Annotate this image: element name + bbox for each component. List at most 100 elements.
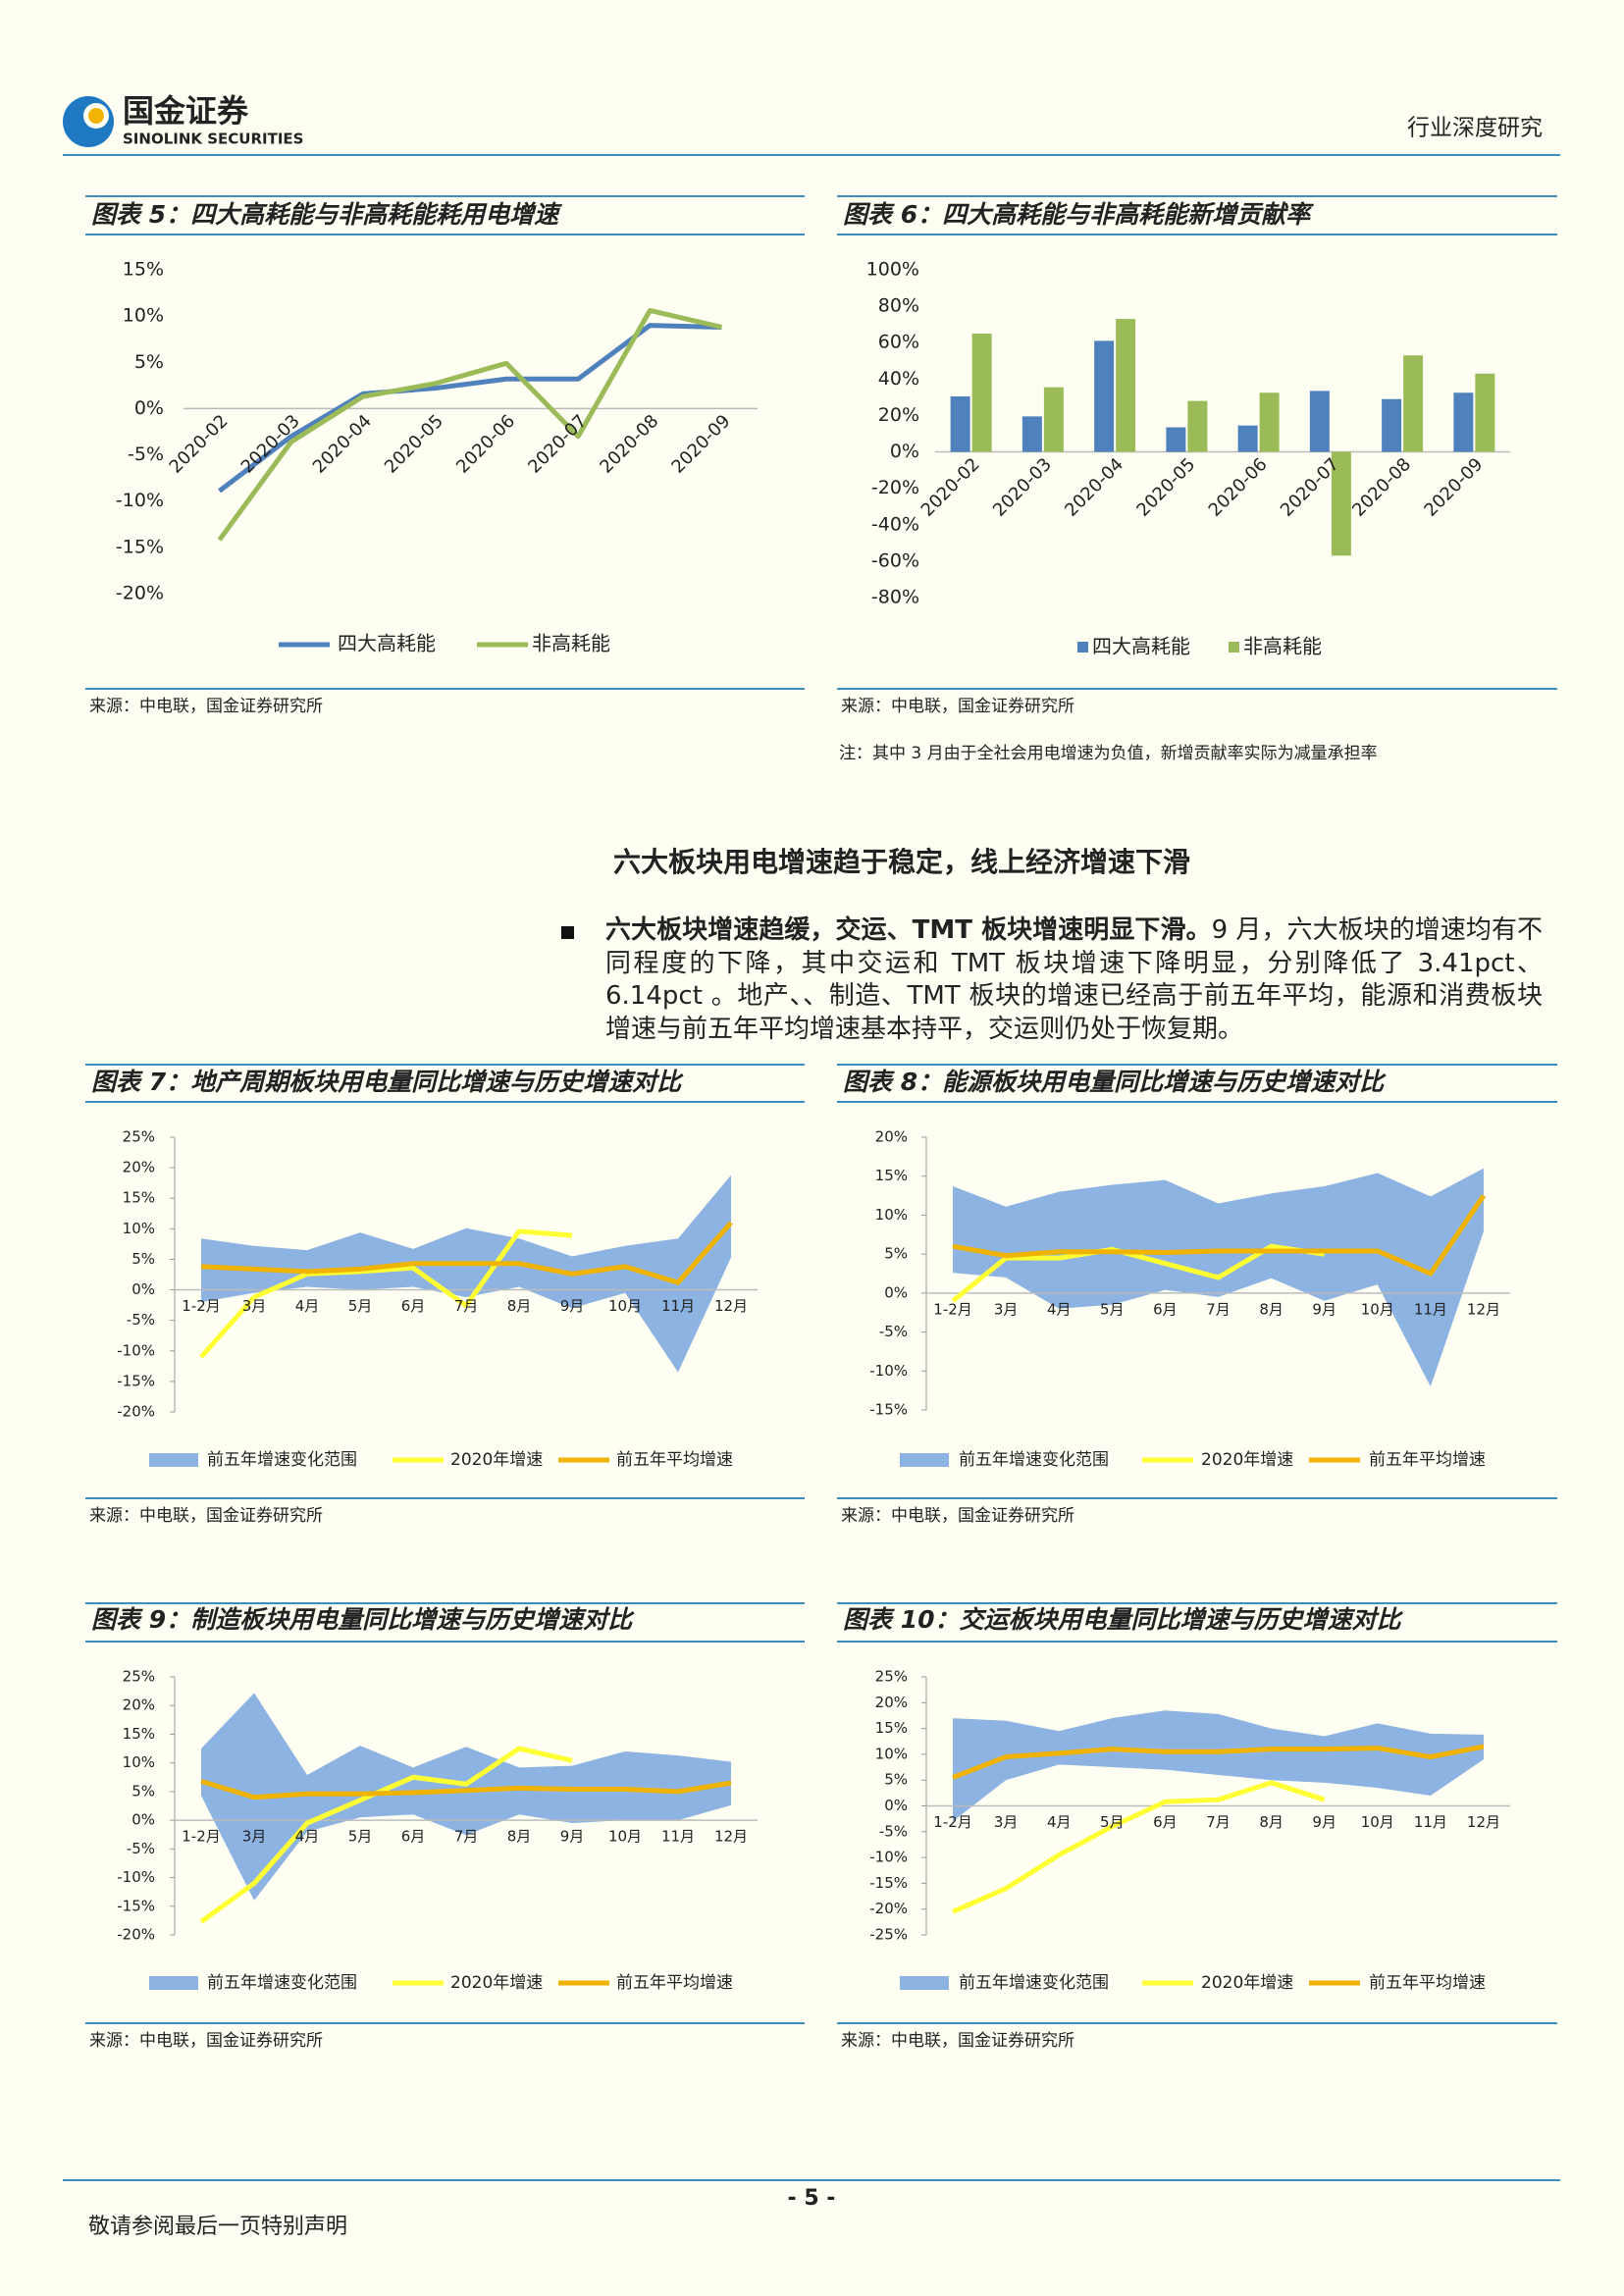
- x-tick-label: 9月: [1312, 1300, 1336, 1318]
- bar: [1475, 373, 1495, 452]
- bullet: [561, 926, 574, 939]
- y-tick-label: 0%: [890, 441, 919, 462]
- figure-title: 图表 9：制造板块用电量同比增速与历史增速对比: [91, 1605, 635, 1634]
- series-line: [200, 1221, 733, 1285]
- y-tick-label: 15%: [875, 1719, 908, 1737]
- y-tick-label: 5%: [131, 1250, 155, 1268]
- x-tick-label: 2020-07: [524, 411, 591, 478]
- x-tick-label: 1-2月: [182, 1828, 221, 1846]
- x-tick-label: 1-2月: [933, 1813, 972, 1831]
- y-tick-label: -10%: [869, 1362, 908, 1380]
- legend-label: 前五年增速变化范围: [207, 1973, 357, 1993]
- x-tick-label: 5月: [348, 1828, 373, 1846]
- y-tick-label: 80%: [878, 295, 919, 317]
- bullet-bold: 六大板块增速趋缓，交运、TMT 板块增速明显下滑。: [605, 915, 1212, 945]
- y-tick-label: 0%: [131, 1280, 155, 1298]
- y-tick-label: -15%: [869, 1401, 908, 1419]
- legend-swatch: [900, 1453, 949, 1467]
- series-line: [217, 307, 723, 542]
- x-tick-label: 6月: [401, 1828, 426, 1846]
- legend-label: 前五年增速变化范围: [207, 1450, 357, 1470]
- y-tick-label: 20%: [878, 404, 919, 426]
- y-tick-label: 15%: [123, 1725, 155, 1743]
- x-tick-label: 2020-02: [917, 454, 984, 521]
- y-tick-label: 40%: [878, 368, 919, 390]
- y-tick-label: -5%: [879, 1822, 908, 1840]
- y-tick-label: -10%: [116, 490, 164, 511]
- series-line: [199, 1746, 573, 1924]
- figure-title: 图表 7：地产周期板块用电量同比增速与历史增速对比: [91, 1068, 684, 1096]
- y-tick-label: 0%: [131, 1811, 155, 1829]
- bar: [1022, 416, 1042, 452]
- bar: [1187, 400, 1208, 452]
- legend-label: 2020年增速: [450, 1973, 543, 1993]
- x-tick-label: 4月: [295, 1828, 320, 1846]
- y-tick-label: -15%: [117, 1897, 155, 1914]
- legend-label: 2020年增速: [1201, 1450, 1293, 1470]
- x-tick-label: 3月: [994, 1300, 1019, 1318]
- x-tick-label: 2020-05: [381, 411, 447, 478]
- y-tick-label: -5%: [879, 1323, 908, 1340]
- x-tick-label: 3月: [994, 1813, 1019, 1831]
- x-tick-label: 6月: [401, 1297, 426, 1315]
- bar: [1331, 451, 1351, 556]
- series-line: [952, 1780, 1326, 1914]
- legend-label: 前五年增速变化范围: [959, 1450, 1109, 1470]
- y-tick-label: -20%: [871, 477, 919, 498]
- figure-source: 来源：中电联，国金证券研究所: [89, 697, 323, 716]
- y-tick-label: 5%: [884, 1245, 908, 1263]
- y-tick-label: -20%: [116, 583, 164, 604]
- y-tick-label: 25%: [875, 1668, 908, 1686]
- range-area: [953, 1710, 1484, 1822]
- series-line: [952, 1194, 1487, 1277]
- y-tick-label: 15%: [123, 1189, 155, 1207]
- legend-swatch: [1077, 642, 1088, 652]
- x-tick-label: 1-2月: [182, 1297, 221, 1315]
- legend-swatch: [1229, 642, 1239, 652]
- x-tick-label: 11月: [1414, 1813, 1447, 1831]
- x-tick-label: 7月: [454, 1828, 479, 1846]
- bar: [1309, 391, 1330, 452]
- figure-title: 图表 8：能源板块用电量同比增速与历史增速对比: [843, 1068, 1387, 1096]
- y-tick-label: 10%: [123, 1220, 155, 1237]
- figure-source: 来源：中电联，国金证券研究所: [841, 1506, 1074, 1526]
- disclaimer: 敬请参阅最后一页特别声明: [88, 2215, 347, 2239]
- x-tick-label: 6月: [1153, 1300, 1178, 1318]
- y-tick-label: 0%: [884, 1283, 908, 1301]
- x-tick-label: 12月: [714, 1297, 748, 1315]
- y-tick-label: -10%: [869, 1849, 908, 1866]
- legend-label: 前五年平均增速: [1369, 1973, 1486, 1993]
- logo-en: SINOLINK SECURITIES: [123, 130, 303, 148]
- x-tick-label: 7月: [454, 1297, 479, 1315]
- x-tick-label: 2020-06: [1205, 454, 1272, 521]
- y-tick-label: -60%: [871, 549, 919, 571]
- y-tick-label: 10%: [123, 305, 164, 327]
- x-tick-label: 4月: [295, 1297, 320, 1315]
- figure-title: 图表 10：交运板块用电量同比增速与历史增速对比: [843, 1605, 1403, 1634]
- series-line: [200, 1778, 732, 1800]
- y-tick-label: 20%: [123, 1696, 155, 1714]
- y-tick-label: 0%: [884, 1797, 908, 1814]
- figure-source: 来源：中电联，国金证券研究所: [89, 2031, 323, 2051]
- y-tick-label: -20%: [117, 1926, 155, 1944]
- legend-label: 前五年平均增速: [1369, 1450, 1486, 1470]
- y-tick-label: -5%: [127, 1311, 155, 1329]
- x-tick-label: 5月: [1100, 1813, 1125, 1831]
- logo-icon: [88, 108, 104, 124]
- y-tick-label: 20%: [875, 1128, 908, 1146]
- y-tick-label: 5%: [884, 1771, 908, 1789]
- x-tick-label: 5月: [348, 1297, 373, 1315]
- range-area: [201, 1693, 731, 1901]
- x-tick-label: 8月: [507, 1828, 532, 1846]
- bullet-paragraph: 六大板块增速趋缓，交运、TMT 板块增速明显下滑。9 月，六大板块的增速均有不同…: [605, 914, 1543, 1046]
- series-line: [199, 1228, 573, 1359]
- figure-title: 图表 6：四大高耗能与非高耗能新增贡献率: [843, 200, 1314, 229]
- y-tick-label: 25%: [123, 1128, 155, 1146]
- x-tick-label: 9月: [560, 1828, 585, 1846]
- y-tick-label: -15%: [869, 1874, 908, 1892]
- series-line: [952, 1744, 1485, 1780]
- y-tick-label: 5%: [131, 1782, 155, 1800]
- bullet-text: 9 月，六大板块的增速均有不同程度的下降，其中交运和 TMT 板块增速下降明显，…: [605, 915, 1543, 1044]
